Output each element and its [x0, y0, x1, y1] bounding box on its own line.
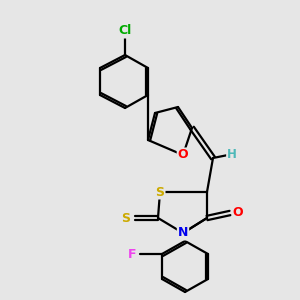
Text: S: S — [155, 185, 164, 199]
Text: O: O — [178, 148, 188, 161]
Text: F: F — [128, 248, 136, 260]
Text: Cl: Cl — [118, 25, 132, 38]
Text: O: O — [233, 206, 243, 220]
Text: N: N — [178, 226, 188, 239]
Text: S: S — [122, 212, 130, 224]
Text: H: H — [227, 148, 237, 161]
